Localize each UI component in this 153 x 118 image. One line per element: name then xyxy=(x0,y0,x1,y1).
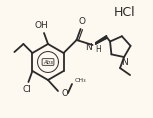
Text: N: N xyxy=(85,44,92,53)
Text: Abs: Abs xyxy=(43,59,53,65)
Text: CH₃: CH₃ xyxy=(75,78,87,82)
Text: OH: OH xyxy=(34,21,48,30)
Text: HCl: HCl xyxy=(114,6,136,19)
Text: O: O xyxy=(62,88,68,97)
Text: O: O xyxy=(78,17,85,25)
Text: H: H xyxy=(96,46,101,55)
Text: N: N xyxy=(121,58,127,67)
Text: Cl: Cl xyxy=(23,86,32,95)
